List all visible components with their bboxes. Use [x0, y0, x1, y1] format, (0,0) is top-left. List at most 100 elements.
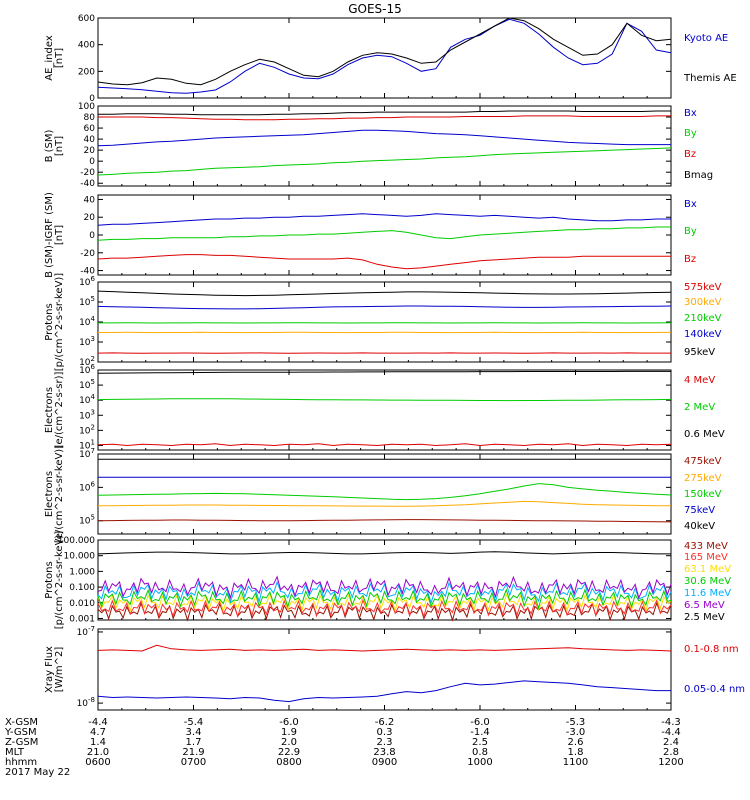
y-tick-label: 40 — [84, 135, 96, 145]
axis-row-label-hhmm: hhmm — [5, 757, 37, 768]
series-line-433-mev — [97, 601, 672, 622]
y-axis-label: Protons — [44, 561, 55, 598]
y-tick-label: 20 — [84, 213, 96, 223]
axis-row-value: -5.3 — [566, 717, 586, 728]
y-tick-label: 0 — [89, 231, 95, 241]
y-tick-label: 0.100 — [69, 583, 95, 593]
axis-row-value: 1100 — [563, 757, 588, 768]
date-label: 2017 May 22 — [5, 767, 70, 778]
y-tick-label: 104 — [79, 393, 95, 406]
legend-by: By — [684, 128, 697, 139]
y-tick-label: 1.000 — [69, 567, 95, 577]
legend-0-1-0-8-nm: 0.1-0.8 nm — [684, 644, 739, 655]
axis-row-value: 0900 — [372, 757, 397, 768]
axis-row-value: 0.8 — [472, 747, 488, 758]
y-tick-label: 40 — [84, 195, 96, 205]
axis-row-value: 1.9 — [281, 727, 297, 738]
panel-8: 10-8 10-7 Xray Flux [W/m^2] 0.1-0.8 nm 0.05-0… — [44, 625, 745, 711]
axis-row-value: 1200 — [658, 757, 683, 768]
series-line-kyoto-ae — [97, 18, 672, 94]
axis-row-value: 0800 — [276, 757, 301, 768]
panel-1: 0 200 400 600 AE_index [nT] Kyoto AE Themis AE — [44, 14, 737, 104]
legend-63-1-mev: 63.1 MeV — [684, 564, 731, 575]
y-tick-label: -40 — [80, 179, 95, 189]
legend-30-6-mev: 30.6 MeV — [684, 576, 731, 587]
legend-300kev: 300keV — [684, 297, 722, 308]
axis-row-label-z-gsm: Z-GSM — [5, 737, 38, 748]
series-line-475kev — [97, 519, 672, 523]
y-tick-label: 106 — [79, 480, 95, 493]
y-tick-label: 10.000 — [64, 552, 96, 562]
series-line-bz — [97, 254, 671, 270]
series-line-bz — [98, 115, 671, 121]
y-tick-label: 103 — [79, 335, 95, 348]
y-axis-label: Xray Flux — [44, 646, 55, 693]
series-line-0-6-mev — [97, 370, 671, 374]
y-tick-label: 0.001 — [69, 614, 95, 624]
legend-95kev: 95keV — [684, 347, 715, 358]
axis-row-value: 2.0 — [281, 737, 297, 748]
legend-by: By — [684, 226, 697, 237]
panel-7: 0.001 0.010 0.100 1.000 10.000 100.000 Protons… — [44, 531, 731, 630]
y-axis-label: [nT] — [54, 48, 65, 68]
axis-row-value: -5.4 — [184, 717, 204, 728]
series-line-bx — [97, 129, 671, 147]
y-tick-label: 0 — [89, 157, 95, 167]
legend-bz: Bz — [684, 149, 696, 160]
legend-165-mev: 165 MeV — [684, 552, 728, 563]
legend-bx: Bx — [684, 199, 697, 210]
legend-bx: Bx — [684, 108, 697, 119]
y-tick-label: -20 — [80, 249, 95, 259]
legend-275kev: 275keV — [684, 473, 722, 484]
axis-row-value: -1.4 — [470, 727, 490, 738]
series-line-11-6-mev — [97, 580, 672, 605]
y-tick-label: 104 — [79, 315, 95, 328]
series-line-150kev — [97, 483, 672, 501]
y-tick-label: 100.000 — [58, 536, 95, 546]
axis-row-value: -3.0 — [566, 727, 586, 738]
legend-150kev: 150keV — [684, 489, 722, 500]
legend-11-6-mev: 11.6 MeV — [684, 588, 731, 599]
series-line-bx — [97, 213, 671, 226]
axis-row-value: -4.4 — [88, 717, 108, 728]
panel-3: -40 -20 0 20 40 B (SM)-IGRF (SM) [nT] Bx By Bz — [44, 192, 697, 278]
series-line-by — [97, 226, 671, 241]
series-line-bmag — [98, 110, 671, 116]
y-tick-label: 0.010 — [69, 599, 95, 609]
legend-0-6-mev: 0.6 MeV — [684, 429, 725, 440]
series-line-2-5-mev — [97, 551, 671, 555]
axis-row-value: -4.3 — [661, 717, 681, 728]
series-line-6-5-mev — [97, 575, 672, 600]
y-tick-label: 10-8 — [77, 696, 95, 709]
axis-row-value: -4.4 — [661, 727, 681, 738]
legend-2-mev: 2 MeV — [684, 402, 715, 413]
series-line-63-1-mev — [97, 593, 672, 613]
legend-bz: Bz — [684, 254, 696, 265]
y-axis-label: B (SM) — [44, 129, 55, 162]
y-tick-label: 105 — [79, 378, 95, 391]
legend-kyoto-ae: Kyoto AE — [684, 33, 728, 44]
axis-row-value: 3.4 — [186, 727, 202, 738]
series-line-by — [97, 147, 672, 176]
axis-row-value: 22.9 — [278, 747, 300, 758]
y-axis-label: [nT] — [54, 136, 65, 156]
y-axis-label: [p/(cm^2-s-sr-keV)] — [54, 531, 65, 630]
y-axis-label: [e/(cm^2-s-sr-keV)] — [54, 445, 65, 543]
y-axis-label: AE_index — [44, 35, 55, 81]
series-line-0-1-0-8-nm — [97, 644, 672, 652]
axis-row-value: 1000 — [467, 757, 492, 768]
axis-row-value: 21.9 — [182, 747, 204, 758]
y-tick-label: 0 — [89, 94, 95, 104]
y-tick-label: 20 — [84, 146, 96, 156]
y-tick-label: 600 — [78, 14, 95, 24]
axis-row-label-mlt: MLT — [5, 747, 25, 758]
axis-row-label-x-gsm: X-GSM — [5, 717, 38, 728]
y-tick-label: 106 — [79, 275, 95, 288]
panel-frame — [97, 17, 672, 99]
y-axis-label: Electrons — [44, 471, 55, 517]
y-tick-label: 10-7 — [77, 625, 95, 638]
y-tick-label: 105 — [79, 295, 95, 308]
